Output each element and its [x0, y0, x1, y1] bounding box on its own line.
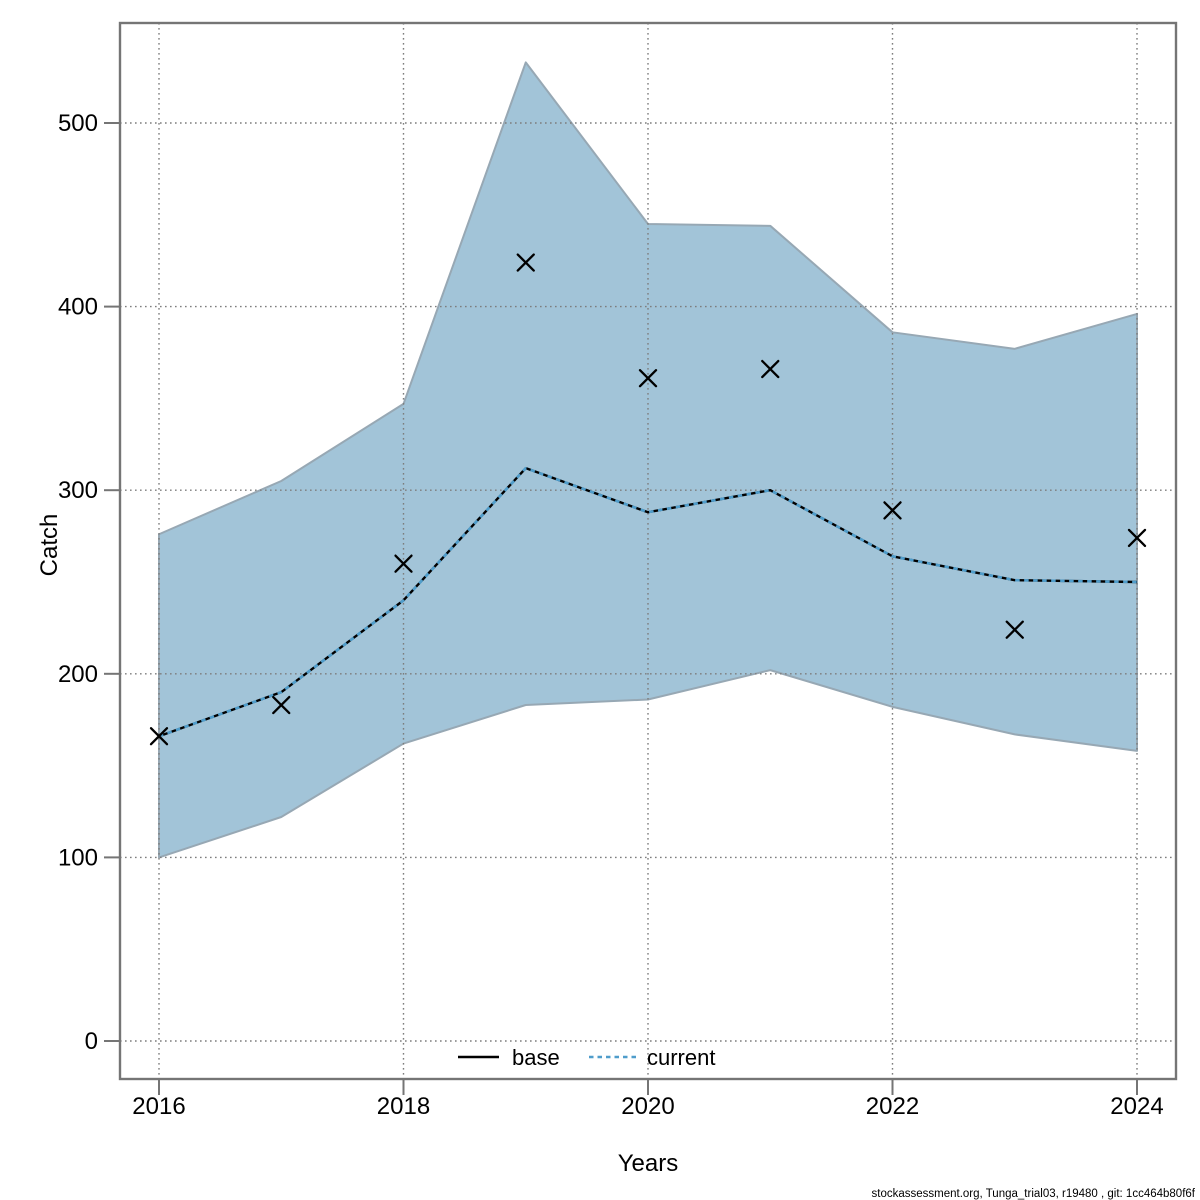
x-tick-label: 2022	[866, 1093, 919, 1120]
observation-marker	[149, 727, 169, 746]
x-tick-label: 2016	[132, 1093, 185, 1120]
tick-label-layer: 2016 2018 2020 2022 2024 0 100 200 300 400 500	[58, 110, 1164, 1120]
x-tick-label: 2018	[377, 1093, 430, 1120]
observation-marker	[1005, 620, 1024, 639]
y-tick-label: 400	[58, 294, 98, 321]
y-tick-label: 0	[85, 1028, 98, 1055]
y-tick-label: 100	[58, 844, 98, 871]
observation-marker	[761, 359, 780, 379]
y-tick-label: 200	[58, 661, 98, 688]
observation-marker	[883, 501, 902, 520]
observation-marker	[516, 253, 535, 272]
legend: base current	[458, 1045, 715, 1070]
observation-marker	[272, 695, 291, 715]
y-tick-label: 300	[58, 477, 98, 504]
legend-current-label: current	[647, 1045, 715, 1070]
observation-marker	[1127, 528, 1147, 548]
current-series-line	[158, 466, 1138, 738]
observation-marker	[394, 554, 413, 573]
x-tick-label: 2024	[1110, 1093, 1163, 1120]
legend-base-label: base	[512, 1045, 560, 1070]
y-axis-label: Catch	[36, 514, 63, 577]
observation-marker-layer	[149, 253, 1147, 746]
x-axis-label: Years	[618, 1150, 679, 1177]
observation-marker	[638, 369, 658, 388]
footer-caption: stockassessment.org, Tunga_trial03, r194…	[872, 1188, 1196, 1200]
x-tick-label: 2020	[621, 1093, 674, 1120]
plot-frame-layer	[104, 21, 1178, 1095]
series-line-layer	[158, 466, 1138, 738]
y-tick-label: 500	[58, 110, 98, 137]
gridline-layer	[120, 23, 1176, 1079]
